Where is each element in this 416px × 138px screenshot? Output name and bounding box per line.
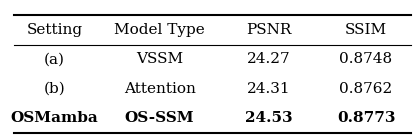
Text: OS-SSM: OS-SSM	[125, 111, 194, 125]
Text: 0.8773: 0.8773	[337, 111, 395, 125]
Text: (b): (b)	[43, 82, 65, 96]
Text: 0.8748: 0.8748	[339, 52, 393, 66]
Text: Attention: Attention	[124, 82, 196, 96]
Text: 24.31: 24.31	[247, 82, 291, 96]
Text: VSSM: VSSM	[136, 52, 183, 66]
Text: Model Type: Model Type	[114, 23, 205, 37]
Text: SSIM: SSIM	[345, 23, 387, 37]
Text: 24.27: 24.27	[247, 52, 291, 66]
Text: Setting: Setting	[26, 23, 82, 37]
Text: 0.8762: 0.8762	[339, 82, 393, 96]
Text: (a): (a)	[44, 52, 65, 66]
Text: PSNR: PSNR	[246, 23, 292, 37]
Text: OSMamba: OSMamba	[10, 111, 98, 125]
Text: 24.53: 24.53	[245, 111, 293, 125]
